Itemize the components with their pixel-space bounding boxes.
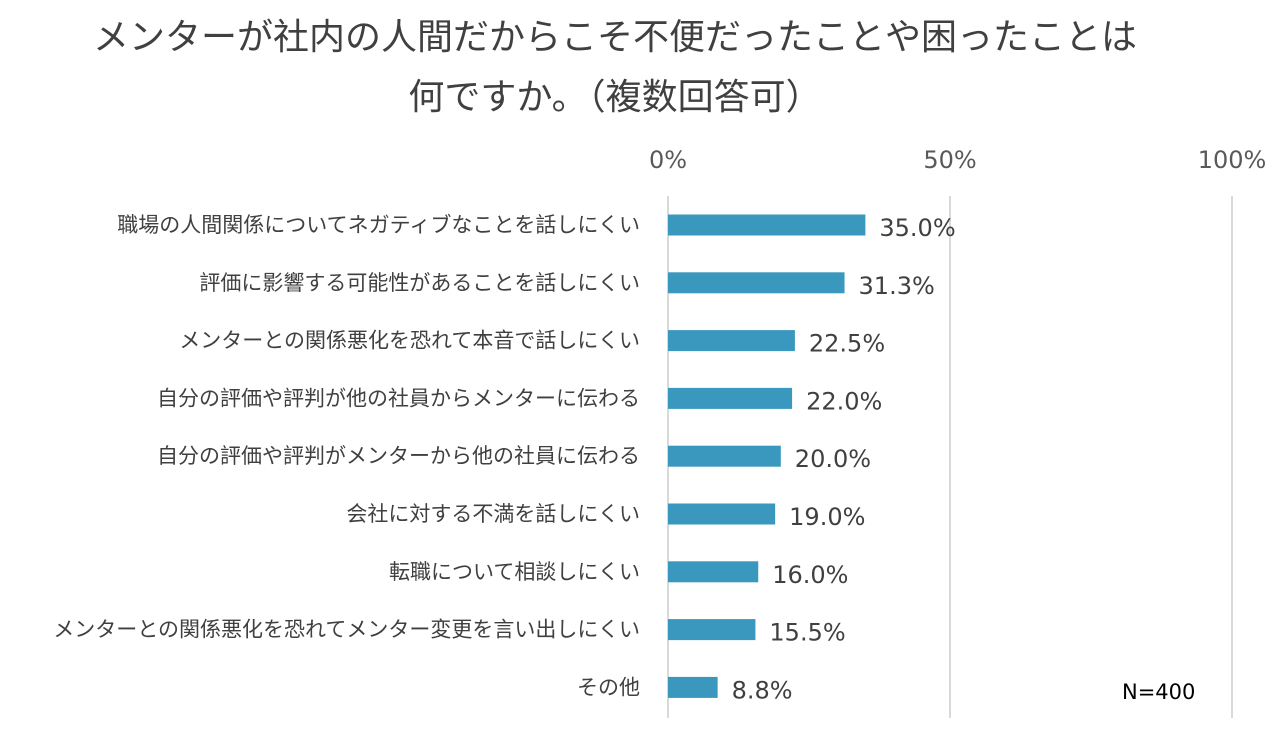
category-labels: 職場の人間関係についてネガティブなことを話しにくい評価に影響する可能性があること… (53, 213, 640, 699)
x-tick-label: 50% (923, 146, 976, 174)
category-label: 評価に影響する可能性があることを話しにくい (199, 271, 640, 295)
bar (668, 561, 759, 583)
data-label: 31.3% (859, 272, 935, 300)
data-label: 20.0% (795, 445, 871, 473)
bar (668, 619, 756, 641)
category-label: その他 (577, 675, 640, 699)
data-label: 8.8% (732, 676, 793, 704)
data-label: 22.5% (809, 330, 885, 358)
chart-title-line-2: 何ですか。（複数回答可） (408, 77, 822, 118)
category-label: 自分の評価や評判がメンターから他の社員に伝わる (157, 444, 640, 468)
category-label: 会社に対する不満を話しにくい (346, 502, 640, 526)
category-label: 自分の評価や評判が他の社員からメンターに伝わる (157, 386, 640, 410)
data-label: 15.5% (769, 619, 845, 647)
category-label: 職場の人間関係についてネガティブなことを話しにくい (117, 213, 640, 237)
bar (668, 503, 776, 525)
x-tick-label: 100% (1198, 146, 1267, 174)
sample-size-note: N=400 (1122, 680, 1196, 704)
bar (668, 676, 718, 698)
bar (668, 214, 866, 236)
data-labels: 35.0% 31.3% 22.5% 22.0% 20.0% 19.0% 16.0% 15.5%… (732, 214, 956, 704)
bars (668, 214, 866, 698)
x-tick-label: 0% (649, 146, 687, 174)
data-label: 16.0% (772, 561, 848, 589)
bar (668, 330, 795, 352)
category-label: メンターとの関係悪化を恐れてメンター変更を言い出しにくい (53, 618, 640, 642)
chart-title-line-1: メンターが社内の人間だからこそ不便だったことや困ったことは (92, 17, 1137, 58)
data-label: 35.0% (879, 214, 955, 242)
data-label: 22.0% (806, 387, 882, 415)
category-label: メンターとの関係悪化を恐れて本音で話しにくい (179, 329, 640, 353)
bar (668, 445, 781, 467)
data-label: 19.0% (789, 503, 865, 531)
bar (668, 272, 845, 294)
bar (668, 387, 793, 409)
category-label: 転職について相談しにくい (389, 560, 640, 584)
x-axis-ticks: 0% 50% 100% (649, 146, 1266, 174)
